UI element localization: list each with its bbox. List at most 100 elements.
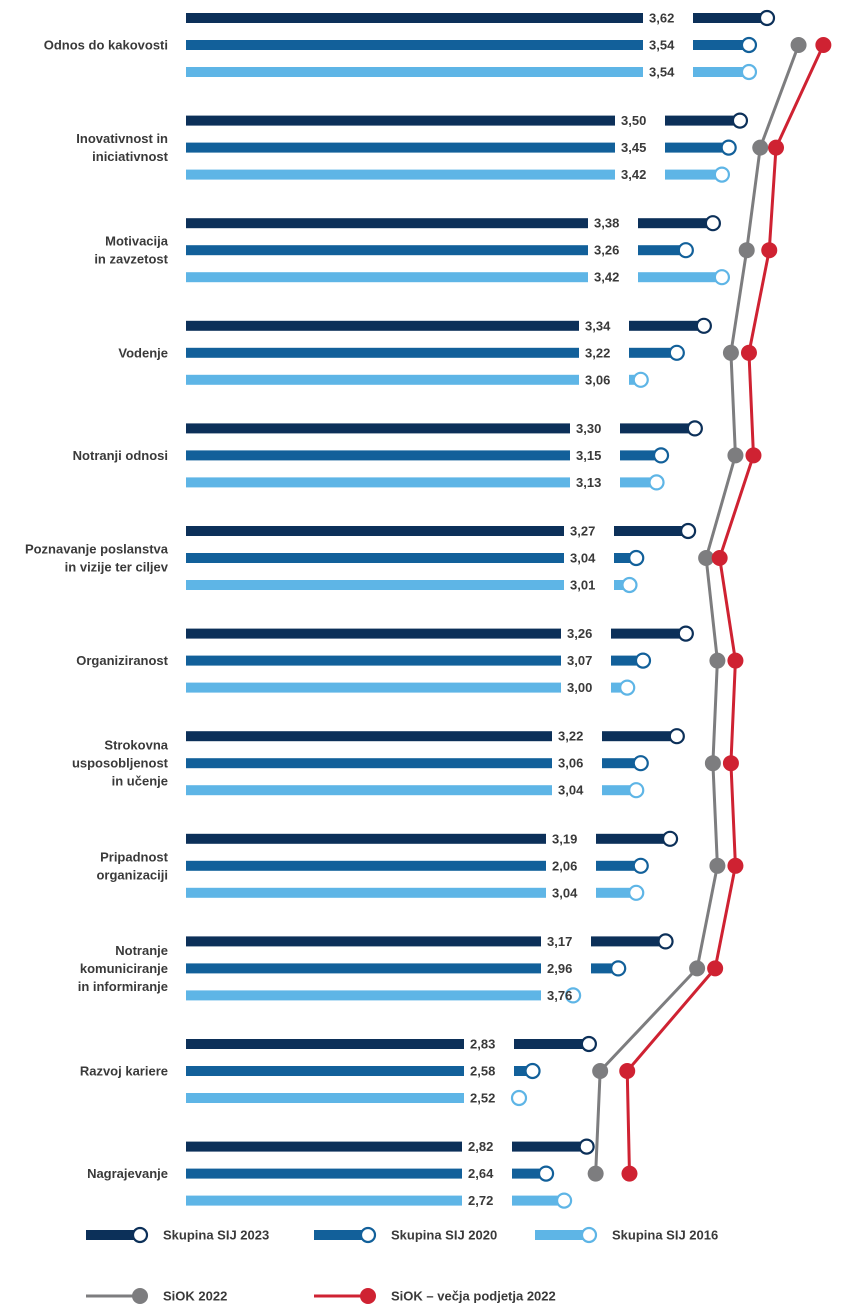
- bar-skupina-sij-2020-2: [186, 142, 615, 153]
- bar-end-marker-skupina-sij-2023-7: [677, 625, 694, 642]
- value-label-skupina-sij-2020-4: 3,22: [585, 345, 610, 360]
- category-label-pripadnost-organizaciji: Pripadnost organizaciji: [96, 849, 168, 882]
- line-siok-2022: [594, 44, 800, 1174]
- bar-skupina-sij-2023-11: [186, 1039, 464, 1049]
- legend-marker-skupina-sij-2016: [580, 1226, 598, 1244]
- legend-swatch-skupina-sij-2020: [314, 1230, 364, 1240]
- value-label-skupina-sij-2020-2: 3,45: [621, 140, 646, 155]
- legend-swatch-skupina-sij-2016: [535, 1230, 585, 1240]
- line-point-siok-2022-7: [709, 652, 726, 669]
- bar-end-marker-skupina-sij-2016-1: [740, 63, 758, 81]
- bar-tail-skupina-sij-2023-5: [620, 423, 695, 434]
- bar-tail-skupina-sij-2020-7: [611, 655, 643, 666]
- bar-end-marker-skupina-sij-2020-2: [720, 139, 737, 156]
- bar-end-marker-skupina-sij-2016-4: [632, 371, 649, 388]
- bar-tail-skupina-sij-2020-1: [693, 40, 749, 50]
- bar-tail-skupina-sij-2016-9: [596, 887, 637, 898]
- legend-label-skupina-sij-2020: Skupina SIJ 2020: [391, 1228, 497, 1243]
- legend-item-siok-2022: SiOK 2022: [86, 1288, 227, 1304]
- bar-skupina-sij-2023-10: [186, 936, 541, 947]
- bar-end-marker-skupina-sij-2020-5: [652, 447, 670, 464]
- value-label-skupina-sij-2016-11: 2,52: [470, 1091, 495, 1106]
- bar-skupina-sij-2020-10: [186, 963, 541, 974]
- value-label-skupina-sij-2016-4: 3,06: [585, 372, 610, 387]
- bar-skupina-sij-2016-5: [186, 477, 570, 488]
- value-label-skupina-sij-2016-7: 3,00: [567, 680, 592, 695]
- bar-skupina-sij-2020-12: [186, 1168, 462, 1179]
- bar-end-marker-skupina-sij-2023-3: [704, 215, 721, 232]
- bar-skupina-sij-2016-6: [186, 580, 564, 590]
- bar-end-marker-skupina-sij-2023-2: [731, 112, 749, 129]
- category-label-notranji-odnosi: Notranji odnosi: [73, 448, 168, 463]
- bar-end-marker-skupina-sij-2023-4: [695, 317, 712, 334]
- category-label-nagrajevanje: Nagrajevanje: [87, 1166, 168, 1181]
- bar-end-marker-skupina-sij-2016-6: [621, 576, 638, 594]
- bar-skupina-sij-2020-8: [186, 758, 552, 769]
- bar-end-marker-skupina-sij-2023-5: [686, 420, 703, 437]
- bar-end-marker-skupina-sij-2023-8: [668, 728, 685, 745]
- line-point-siok-vecja-podjetja-2022-6: [711, 550, 728, 566]
- bar-end-marker-skupina-sij-2020-8: [632, 755, 649, 772]
- line-point-siok-2022-3: [738, 242, 755, 259]
- category-labels: Odnos do kakovosti Inovativnost in iniciat…: [25, 38, 169, 1182]
- bar-skupina-sij-2023-7: [186, 628, 561, 639]
- bar-end-marker-skupina-sij-2020-11: [524, 1062, 541, 1080]
- bar-skupina-sij-2020-5: [186, 450, 570, 461]
- category-label-vodenje: Vodenje: [118, 345, 168, 360]
- category-label-razvoj-kariere: Razvoj kariere: [80, 1064, 168, 1079]
- bar-tail-skupina-sij-2016-3: [638, 272, 722, 283]
- bar-end-marker-skupina-sij-2023-1: [758, 9, 776, 27]
- bar-skupina-sij-2020-6: [186, 553, 564, 563]
- legend-label-siok-vecja-podjetja-2022: SiOK – večja podjetja 2022: [391, 1289, 556, 1304]
- bar-tail-skupina-sij-2016-12: [512, 1195, 565, 1206]
- value-label-skupina-sij-2016-5: 3,13: [576, 475, 601, 490]
- bar-end-marker-skupina-sij-2016-8: [628, 782, 645, 799]
- bars: 3,62 3,54 3,54 3,50 3,45 3,42 3,38 3,26 3,42 3,34…: [186, 9, 776, 1209]
- bar-tail-skupina-sij-2020-9: [596, 860, 641, 871]
- bar-skupina-sij-2023-6: [186, 526, 564, 536]
- bar-skupina-sij-2023-12: [186, 1141, 462, 1152]
- bar-skupina-sij-2023-1: [186, 13, 643, 23]
- bar-skupina-sij-2016-7: [186, 682, 561, 693]
- bar-end-marker-skupina-sij-2023-9: [661, 830, 679, 847]
- bar-tail-skupina-sij-2023-7: [611, 628, 686, 639]
- line-point-siok-2022-6: [698, 550, 715, 566]
- line-point-siok-vecja-podjetja-2022-5: [745, 447, 762, 464]
- bar-end-marker-skupina-sij-2023-12: [578, 1138, 595, 1155]
- bar-tail-skupina-sij-2016-1: [693, 67, 749, 77]
- value-label-skupina-sij-2016-6: 3,01: [570, 578, 595, 593]
- value-label-skupina-sij-2016-1: 3,54: [649, 65, 675, 80]
- legend-swatch-skupina-sij-2023: [86, 1230, 136, 1240]
- bar-tail-skupina-sij-2016-5: [620, 477, 657, 488]
- value-label-skupina-sij-2016-3: 3,42: [594, 270, 619, 285]
- bar-end-marker-skupina-sij-2016-7: [619, 679, 636, 696]
- bar-skupina-sij-2020-1: [186, 40, 643, 50]
- bar-skupina-sij-2016-11: [186, 1093, 464, 1103]
- line-point-siok-vecja-podjetja-2022-10: [707, 960, 724, 977]
- bar-end-marker-skupina-sij-2020-10: [610, 960, 627, 977]
- value-label-skupina-sij-2023-11: 2,83: [470, 1037, 495, 1052]
- bar-skupina-sij-2016-3: [186, 272, 588, 283]
- line-point-siok-2022-10: [689, 960, 706, 977]
- line-point-siok-2022-5: [727, 447, 744, 464]
- legend-label-skupina-sij-2016: Skupina SIJ 2016: [612, 1228, 718, 1243]
- bar-tail-skupina-sij-2020-12: [512, 1168, 547, 1179]
- bar-end-marker-skupina-sij-2023-6: [679, 522, 697, 540]
- lines: [587, 37, 832, 1182]
- bar-skupina-sij-2016-2: [186, 169, 615, 180]
- category-label-poznavanje-poslanstva-in-vizije-ter-ciljev: Poznavanje poslanstva in vizije ter cilje…: [25, 542, 169, 575]
- bar-skupina-sij-2023-8: [186, 731, 552, 742]
- line-point-siok-vecja-podjetja-2022-8: [722, 755, 739, 772]
- line-point-siok-vecja-podjetja-2022-4: [740, 344, 757, 361]
- bar-end-marker-skupina-sij-2016-3: [713, 269, 731, 286]
- value-label-skupina-sij-2023-3: 3,38: [594, 216, 619, 231]
- bar-skupina-sij-2016-4: [186, 374, 579, 385]
- value-label-skupina-sij-2023-4: 3,34: [585, 318, 611, 333]
- category-label-motivacija-in-zavzetost: Motivacija in zavzetost: [94, 234, 168, 267]
- bar-skupina-sij-2020-3: [186, 245, 588, 256]
- bar-tail-skupina-sij-2023-10: [591, 936, 666, 947]
- bar-skupina-sij-2023-3: [186, 218, 588, 229]
- bar-end-marker-skupina-sij-2023-11: [580, 1035, 597, 1053]
- legend-marker-skupina-sij-2023: [131, 1226, 149, 1244]
- value-label-skupina-sij-2020-10: 2,96: [547, 961, 572, 976]
